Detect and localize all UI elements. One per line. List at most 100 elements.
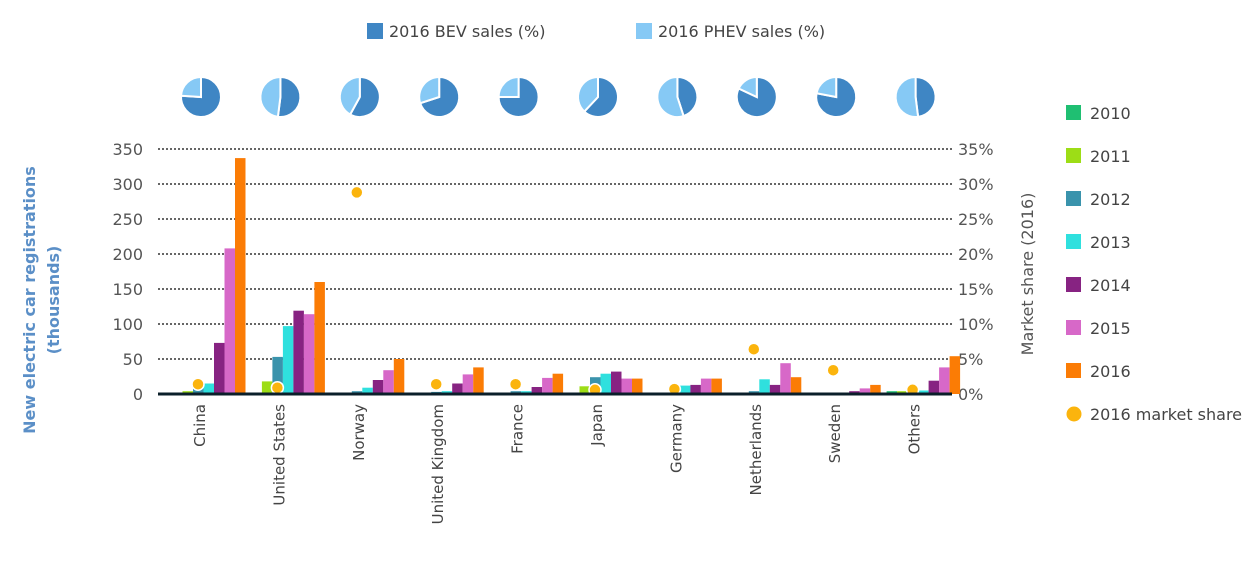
x-tick-label: Sweden bbox=[826, 404, 844, 463]
bar-2015 bbox=[542, 377, 553, 394]
pie-slice-bev bbox=[497, 75, 540, 118]
bar-2016 bbox=[632, 378, 643, 394]
bar-2013 bbox=[282, 326, 294, 394]
pie-slice-phev bbox=[418, 75, 441, 105]
bar-2016 bbox=[235, 158, 246, 394]
bar-2016 bbox=[473, 367, 484, 394]
bar-2013 bbox=[918, 390, 929, 394]
legend-swatch-2011 bbox=[1066, 148, 1081, 163]
bar-2016 bbox=[314, 282, 325, 394]
bar-2014 bbox=[769, 384, 781, 394]
y-tick-label: 150 bbox=[112, 280, 143, 299]
bar-2014 bbox=[531, 387, 543, 394]
bar-2014 bbox=[928, 380, 940, 394]
legend-label: 2013 bbox=[1090, 233, 1131, 252]
legend-label: 2010 bbox=[1090, 104, 1131, 123]
legend-label: 2016 bbox=[1090, 362, 1131, 381]
legend-swatch-2010 bbox=[1066, 105, 1081, 120]
bar-2015 bbox=[621, 378, 632, 394]
pie-slice-bev bbox=[582, 75, 619, 118]
y2-tick-label: 10% bbox=[958, 315, 994, 334]
market-share-point bbox=[826, 363, 840, 377]
bar-2011 bbox=[579, 386, 590, 394]
y2-tick-label: 15% bbox=[958, 280, 994, 299]
bar-2013 bbox=[203, 383, 214, 394]
y-tick-label: 100 bbox=[112, 315, 143, 334]
y-tick-label: 50 bbox=[123, 350, 143, 369]
y-tick-label: 350 bbox=[112, 140, 143, 159]
bar-2014 bbox=[452, 383, 463, 394]
x-tick-label: United Kingdom bbox=[429, 404, 447, 524]
x-tick-label: Japan bbox=[588, 404, 606, 447]
bar-2013 bbox=[362, 387, 373, 394]
y2-tick-label: 0% bbox=[958, 385, 983, 404]
bar-2011 bbox=[261, 381, 273, 394]
x-tick-label: Others bbox=[906, 404, 924, 455]
bar-2016 bbox=[393, 359, 405, 394]
y-tick-label: 200 bbox=[112, 245, 143, 264]
pie-slice-bev bbox=[815, 75, 858, 118]
y2-tick-label: 20% bbox=[958, 245, 994, 264]
bar-2016 bbox=[790, 377, 802, 394]
y-tick-label: 300 bbox=[112, 175, 143, 194]
pie-slice-phev bbox=[656, 75, 685, 118]
bar-2015 bbox=[383, 370, 394, 394]
y-tick-label: 0 bbox=[133, 385, 143, 404]
legend-swatch-2015 bbox=[1066, 320, 1081, 335]
bar-2013 bbox=[759, 379, 770, 394]
legend-label: 2014 bbox=[1090, 276, 1131, 295]
legend-swatch-2013 bbox=[1066, 234, 1081, 249]
market-share-point bbox=[191, 377, 205, 391]
bar-2015 bbox=[859, 388, 871, 394]
x-tick-label: France bbox=[509, 404, 527, 454]
bar-2016 bbox=[870, 384, 881, 394]
x-tick-label: United States bbox=[270, 404, 288, 506]
market-share-point bbox=[350, 185, 364, 200]
pie-legend-swatch bbox=[636, 23, 652, 39]
legend-label: 2011 bbox=[1090, 147, 1131, 166]
pie-slice-phev bbox=[737, 75, 758, 99]
legend-label: 2015 bbox=[1090, 319, 1131, 338]
bar-2014 bbox=[611, 371, 622, 394]
x-tick-label: Netherlands bbox=[747, 404, 765, 496]
bar-2015 bbox=[303, 314, 315, 394]
pie-slice-phev bbox=[815, 75, 838, 99]
y2-axis-title: Market share (2016) bbox=[1018, 193, 1037, 356]
pie-legend-swatch bbox=[367, 23, 383, 39]
x-tick-label: China bbox=[191, 404, 209, 447]
pie-slice-bev bbox=[276, 75, 302, 118]
bar-2013 bbox=[679, 385, 691, 394]
bar-2014 bbox=[690, 384, 701, 394]
bar-2016 bbox=[711, 378, 722, 394]
pie-legend-label: 2016 PHEV sales (%) bbox=[658, 22, 825, 41]
y2-tick-label: 5% bbox=[958, 350, 983, 369]
pie-slice-phev bbox=[894, 75, 920, 118]
bar-2013 bbox=[600, 373, 611, 394]
legend-swatch-market-share bbox=[1066, 406, 1082, 422]
legend-label: 2012 bbox=[1090, 190, 1131, 209]
x-tick-label: Germany bbox=[667, 404, 685, 473]
pie-slice-bev bbox=[348, 75, 381, 118]
y2-tick-label: 25% bbox=[958, 210, 994, 229]
pie-slice-phev bbox=[179, 75, 202, 99]
bar-2015 bbox=[780, 363, 791, 394]
pie-slice-bev bbox=[914, 75, 937, 118]
bar-2012 bbox=[272, 356, 283, 394]
pie-slice-phev bbox=[338, 75, 361, 116]
pie-slice-phev bbox=[577, 75, 599, 113]
bar-2015 bbox=[700, 378, 712, 394]
pie-slice-bev bbox=[180, 75, 222, 118]
bar-2014 bbox=[293, 310, 304, 394]
x-tick-label: Norway bbox=[350, 404, 368, 461]
legend-swatch-2012 bbox=[1066, 191, 1081, 206]
market-share-point bbox=[508, 377, 523, 391]
y2-tick-label: 35% bbox=[958, 140, 994, 159]
bar-2014 bbox=[372, 380, 384, 394]
market-share-point bbox=[429, 377, 443, 391]
market-share-point bbox=[747, 342, 761, 356]
pie-slice-phev bbox=[259, 75, 282, 118]
y-tick-label: 250 bbox=[112, 210, 143, 229]
bar-2015 bbox=[462, 374, 474, 394]
market-share-point bbox=[270, 380, 285, 395]
